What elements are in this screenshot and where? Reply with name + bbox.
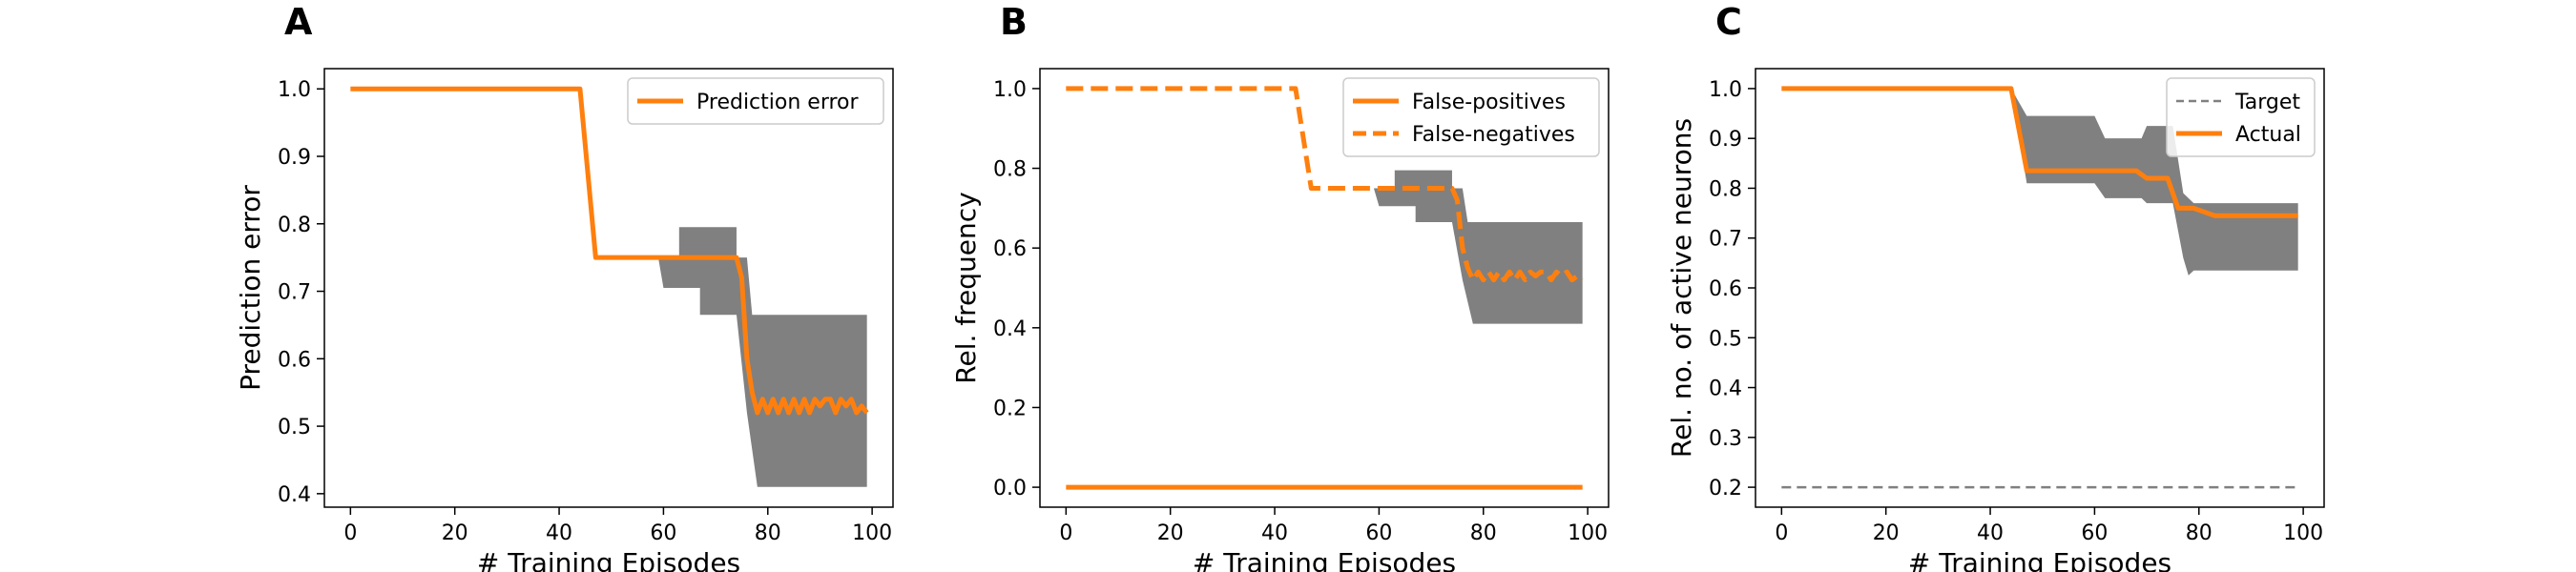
series-line-b-false-negatives bbox=[1066, 86, 1585, 283]
plot-area-c: 0 20 40 60 80 100 0.2 0.3 0.4 0.5 0.6 0.7 0.8 0.9 1.0 T… bbox=[1709, 77, 2323, 545]
plot-frame-b bbox=[1039, 68, 1610, 508]
uncertainty-band-c bbox=[2010, 88, 2298, 276]
y-tick-label-a: 0.9 bbox=[278, 146, 311, 170]
panel-b: B 0 20 40 60 80 100 0.0 0.2 0.4 0.6 0.8 1.0 False-po… bbox=[950, 1, 1610, 572]
y-tick-label-a: 0.5 bbox=[278, 416, 311, 439]
plot-area-a: 0 20 40 60 80 100 0.4 0.5 0.6 0.7 0.8 0.9 1.0 Predict… bbox=[278, 77, 892, 545]
x-tick-label-b: 100 bbox=[1568, 521, 1608, 545]
plot-frame-a bbox=[323, 68, 894, 508]
x-tick-label-c: 100 bbox=[2283, 521, 2323, 545]
x-tick-label-c: 40 bbox=[1977, 521, 2004, 545]
series-line-c-actual bbox=[1781, 86, 2298, 218]
y-tick-label-a: 1.0 bbox=[278, 78, 311, 102]
y-tick-label-c: 0.8 bbox=[1709, 177, 1742, 201]
legend-label-c: Actual bbox=[2235, 123, 2301, 147]
plot-area-b: 0 20 40 60 80 100 0.0 0.2 0.4 0.6 0.8 1.0 False-posi… bbox=[993, 77, 1608, 545]
y-tick-label-b: 1.0 bbox=[993, 78, 1027, 102]
legend-a: Prediction error bbox=[627, 77, 884, 125]
series-line-a-prediction-error bbox=[350, 86, 869, 416]
panel-c: C 0 20 40 60 80 100 0.2 0.3 0.4 0.5 0.6 0.7 0.8 0.9 1.… bbox=[1666, 1, 2325, 572]
panel-letter-b: B bbox=[1000, 1, 1028, 43]
panel-letter-c: C bbox=[1715, 1, 1742, 43]
x-tick-label-b: 60 bbox=[1365, 521, 1392, 545]
legend-c: Target Actual bbox=[2166, 77, 2316, 157]
x-tick-label-a: 40 bbox=[546, 521, 572, 545]
y-tick-label-c: 0.7 bbox=[1709, 228, 1742, 252]
y-tick-label-c: 0.3 bbox=[1709, 427, 1742, 451]
y-tick-label-c: 0.2 bbox=[1709, 477, 1742, 500]
x-tick-label-a: 100 bbox=[852, 521, 892, 545]
x-tick-label-a: 20 bbox=[442, 521, 468, 545]
y-axis-title-b: Rel. frequency bbox=[950, 192, 982, 383]
uncertainty-band-a bbox=[657, 227, 867, 487]
x-tick-label-c: 20 bbox=[1873, 521, 1900, 545]
x-tick-label-b: 40 bbox=[1261, 521, 1288, 545]
y-tick-label-b: 0.0 bbox=[993, 477, 1027, 500]
y-tick-label-a: 0.4 bbox=[278, 483, 311, 507]
y-tick-label-c: 0.4 bbox=[1709, 378, 1742, 401]
x-axis-title-b: # Training Episodes bbox=[1193, 547, 1456, 572]
legend-label-a: Prediction error bbox=[696, 91, 859, 114]
y-tick-label-c: 0.5 bbox=[1709, 327, 1742, 351]
x-tick-label-b: 20 bbox=[1157, 521, 1184, 545]
y-tick-label-b: 0.2 bbox=[993, 397, 1027, 420]
y-tick-label-b: 0.6 bbox=[993, 237, 1027, 261]
legend-label-b: False-positives bbox=[1412, 91, 1566, 114]
y-axis-title-a: Prediction error bbox=[235, 185, 266, 391]
legend-label-c: Target bbox=[2234, 91, 2300, 114]
x-tick-label-c: 80 bbox=[2186, 521, 2212, 545]
legend-box-a bbox=[627, 77, 884, 125]
panel-letter-a: A bbox=[284, 1, 313, 43]
uncertainty-band-b bbox=[1373, 170, 1583, 324]
y-tick-label-c: 0.6 bbox=[1709, 277, 1742, 301]
x-tick-label-c: 0 bbox=[1775, 521, 1788, 545]
panel-a: A 0 20 40 60 80 100 0.4 0.5 0.6 0.7 0.8 0.9 1.0 Predi… bbox=[235, 1, 894, 572]
y-tick-label-b: 0.8 bbox=[993, 158, 1027, 182]
y-axis-title-c: Rel. no. of active neurons bbox=[1666, 118, 1697, 458]
legend-b: False-positives False-negatives bbox=[1342, 77, 1600, 157]
y-tick-label-c: 0.9 bbox=[1709, 128, 1742, 152]
legend-box-c bbox=[2166, 77, 2316, 157]
x-axis-title-a: # Training Episodes bbox=[477, 547, 740, 572]
y-tick-label-b: 0.4 bbox=[993, 317, 1027, 341]
legend-box-b bbox=[1342, 77, 1600, 157]
x-tick-label-a: 80 bbox=[755, 521, 781, 545]
y-tick-label-a: 0.7 bbox=[278, 281, 311, 305]
x-tick-label-b: 80 bbox=[1470, 521, 1497, 545]
legend-label-b: False-negatives bbox=[1412, 123, 1575, 147]
x-tick-label-a: 0 bbox=[343, 521, 357, 545]
y-tick-label-a: 0.6 bbox=[278, 348, 311, 372]
x-tick-label-a: 60 bbox=[650, 521, 676, 545]
y-tick-label-a: 0.8 bbox=[278, 214, 311, 237]
x-axis-title-c: # Training Episodes bbox=[1908, 547, 2171, 572]
x-tick-label-c: 60 bbox=[2081, 521, 2108, 545]
x-tick-label-b: 0 bbox=[1059, 521, 1072, 545]
y-tick-label-c: 1.0 bbox=[1709, 78, 1742, 102]
